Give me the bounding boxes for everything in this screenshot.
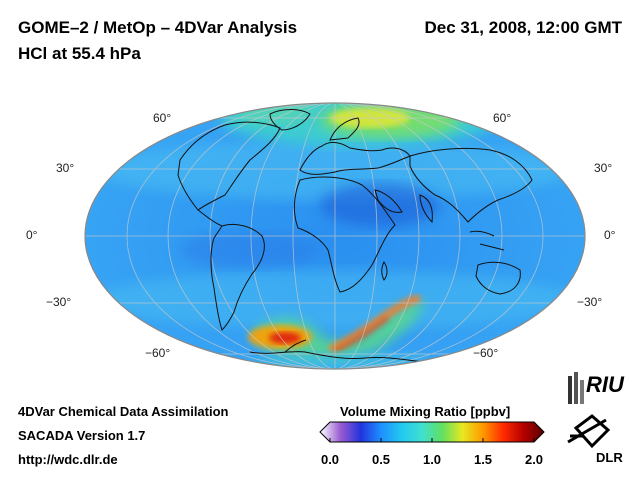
lat-label-left-60s: −60° [145,346,171,360]
lat-label-right-60s: −60° [473,346,499,360]
hcl-field [85,103,585,369]
lat-label-right-30s: −30° [577,295,603,309]
coastlines [177,109,533,363]
analysis-datetime: Dec 31, 2008, 12:00 GMT [424,18,622,37]
map-subtitle: HCl at 55.4 hPa [18,44,141,63]
lat-label-right-60n: 60° [493,111,512,125]
colorbar-tick: 1.0 [422,452,442,467]
map-title: GOME–2 / MetOp – 4DVar Analysis [18,18,298,37]
colorbar [319,421,545,443]
footer-system-name: 4DVar Chemical Data Assimilation [18,404,229,419]
footer-url[interactable]: http://wdc.dlr.de [18,452,118,467]
footer-version: SACADA Version 1.7 [18,428,146,443]
lat-label-left-0: 0° [26,228,38,242]
lat-label-left-60n: 60° [153,111,172,125]
colorbar-tick: 1.5 [473,452,493,467]
dlr-logo-text: DLR [596,450,623,465]
colorbar-tick: 2.0 [524,452,544,467]
colorbar-tick: 0.5 [371,452,391,467]
colorbar-tick: 0.0 [320,452,340,467]
colorbar-title: Volume Mixing Ratio [ppbv] [340,404,511,419]
lat-label-right-30n: 30° [594,161,613,175]
lat-label-left-30n: 30° [56,161,75,175]
lat-label-right-0: 0° [604,228,616,242]
riu-logo-icon [568,372,584,404]
lat-label-left-30s: −30° [46,295,72,309]
dlr-logo-icon [567,414,611,449]
riu-logo-text: RIU [586,372,624,397]
